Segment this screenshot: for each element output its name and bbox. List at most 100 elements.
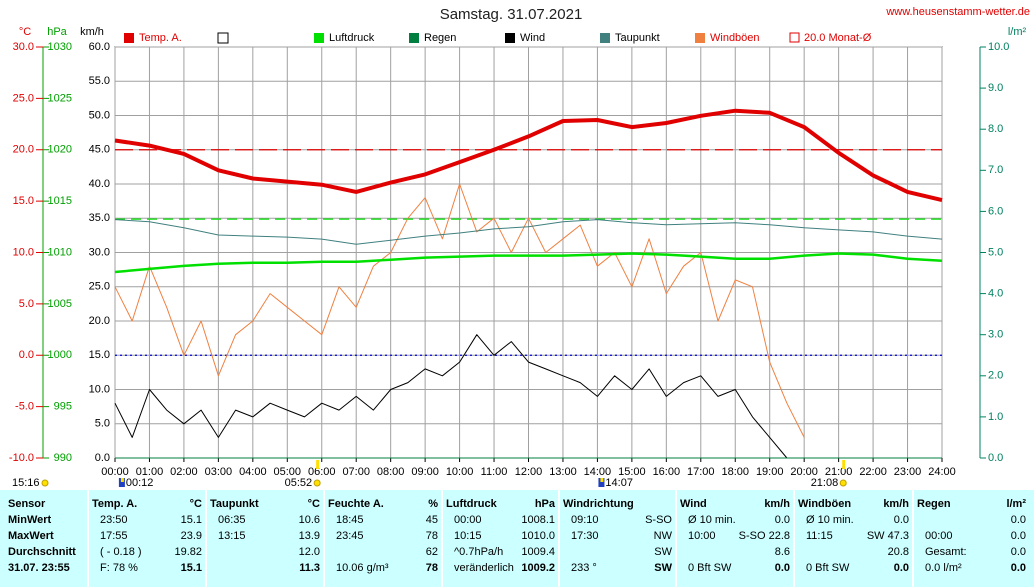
sun-icon: [839, 479, 847, 487]
cell-value: 15.1: [180, 514, 202, 526]
legend-swatch: [789, 32, 800, 43]
cell-value: 0.0: [1010, 562, 1026, 574]
moon-marker: [120, 478, 124, 482]
column-separator: [87, 490, 89, 587]
series-line: [114, 252, 943, 274]
cell-left: 00:00: [454, 514, 482, 526]
cell-value: 10.6: [298, 514, 320, 526]
header-name: Taupunkt: [210, 498, 259, 510]
cell-value: SW: [654, 562, 672, 574]
cell-left: Ø 10 min.: [806, 514, 854, 526]
legend-label: Regen: [424, 32, 456, 44]
x-tick-label: 01:00: [136, 466, 164, 478]
cell-value: 78: [425, 530, 438, 542]
y2-tick-label: 0.0: [988, 452, 1003, 464]
hpa-tick-label: 1025: [48, 92, 72, 104]
cell-value: 0.0: [893, 514, 909, 526]
cell-value: 1009.4: [521, 546, 555, 558]
x-tick-label: 10:00: [446, 466, 474, 478]
cell-left: veränderlich: [454, 562, 514, 574]
x-tick-label: 07:00: [342, 466, 370, 478]
x-tick-label: 15:00: [618, 466, 646, 478]
legend-label: 20.0 Monat-Ø: [804, 32, 872, 44]
legend-swatch: [695, 33, 705, 43]
cell-value: 0.0: [1010, 530, 1026, 542]
cell-value: 1009.2: [521, 562, 555, 574]
temp-tick-label: 0.0: [19, 349, 34, 361]
cell-value: 78: [425, 562, 438, 574]
cell-left: 06:35: [218, 514, 246, 526]
temp-tick-label: 25.0: [13, 92, 34, 104]
x-tick-label: 14:00: [584, 466, 612, 478]
legend-swatch: [124, 33, 134, 43]
y2-tick-label: 8.0: [988, 123, 1003, 135]
cell-left: 09:10: [571, 514, 599, 526]
cell-value: 1010.0: [521, 530, 555, 542]
axis-title: hPa: [47, 26, 67, 38]
y-tick-label: 25.0: [89, 281, 110, 293]
temp-tick-label: 30.0: [13, 41, 34, 53]
marker-label: 14:07: [605, 477, 633, 489]
x-tick-label: 21:00: [825, 466, 853, 478]
x-tick-label: 23:00: [894, 466, 922, 478]
y-tick-label: 45.0: [89, 144, 110, 156]
cell-value: 19.82: [174, 546, 202, 558]
column-separator: [675, 490, 677, 587]
legend-label: Temp. A.: [139, 32, 182, 44]
column-separator: [793, 490, 795, 587]
source: www.heusenstamm-wetter.de: [885, 6, 1030, 18]
cell-left: 0 Bft SW: [806, 562, 850, 574]
column-separator: [205, 490, 207, 587]
cell-left: ( - 0.18 ): [100, 546, 142, 558]
y-tick-label: 0.0: [95, 452, 110, 464]
header-unit: km/h: [883, 498, 909, 510]
cell-value: 0.0: [1010, 546, 1026, 558]
hpa-tick-label: 990: [54, 452, 72, 464]
y-tick-label: 15.0: [89, 349, 110, 361]
header-unit: km/h: [764, 498, 790, 510]
header-name: Regen: [917, 498, 951, 510]
cell-left: 233 °: [571, 562, 597, 574]
x-tick-label: 17:00: [687, 466, 715, 478]
header-name: Sensor: [8, 498, 46, 510]
cell-value: 13.9: [298, 530, 320, 542]
column-separator: [912, 490, 914, 587]
y2-tick-label: 5.0: [988, 246, 1003, 258]
row-label: MaxWert: [8, 530, 54, 542]
cell-value: 0.0: [774, 562, 790, 574]
cell-value: 0.0: [1010, 514, 1026, 526]
y-tick-label: 30.0: [89, 246, 110, 258]
cell-left: ^0.7hPa/h: [454, 546, 504, 558]
x-tick-label: 03:00: [205, 466, 233, 478]
x-tick-label: 20:00: [790, 466, 818, 478]
legend-label: Wind: [520, 32, 545, 44]
row-label: 31.07. 23:55: [8, 562, 70, 574]
cell-value: NW: [653, 530, 672, 542]
legend-swatch: [217, 32, 229, 44]
moon-marker: [600, 478, 604, 482]
x-tick-label: 18:00: [721, 466, 749, 478]
temp-tick-label: 5.0: [19, 298, 34, 310]
column-separator: [441, 490, 443, 587]
column-separator: [558, 490, 560, 587]
data-table: Sensor Temp. A. °C Taupunkt °C Feuchte A.% Luf…: [0, 490, 1034, 587]
cell-left: F: 78 %: [100, 562, 138, 574]
y-tick-label: 60.0: [89, 41, 110, 53]
temp-tick-label: 15.0: [13, 195, 34, 207]
cell-left: 23:50: [100, 514, 128, 526]
column-separator: [323, 490, 325, 587]
y2-tick-label: 9.0: [988, 82, 1003, 94]
cell-value: 23.9: [180, 530, 202, 542]
y-tick-label: 55.0: [89, 75, 110, 87]
legend-swatch: [505, 33, 515, 43]
sun-marker: [842, 460, 846, 469]
cell-left: 17:55: [100, 530, 128, 542]
y-tick-label: 40.0: [89, 178, 110, 190]
cell-left: 0.0 l/m²: [925, 562, 962, 574]
axis-title: l/m²: [1008, 26, 1027, 38]
sun-icon: [313, 479, 321, 487]
moon-marker: [598, 478, 605, 487]
y2-tick-label: 1.0: [988, 411, 1003, 423]
cell-value: 62: [425, 546, 438, 558]
